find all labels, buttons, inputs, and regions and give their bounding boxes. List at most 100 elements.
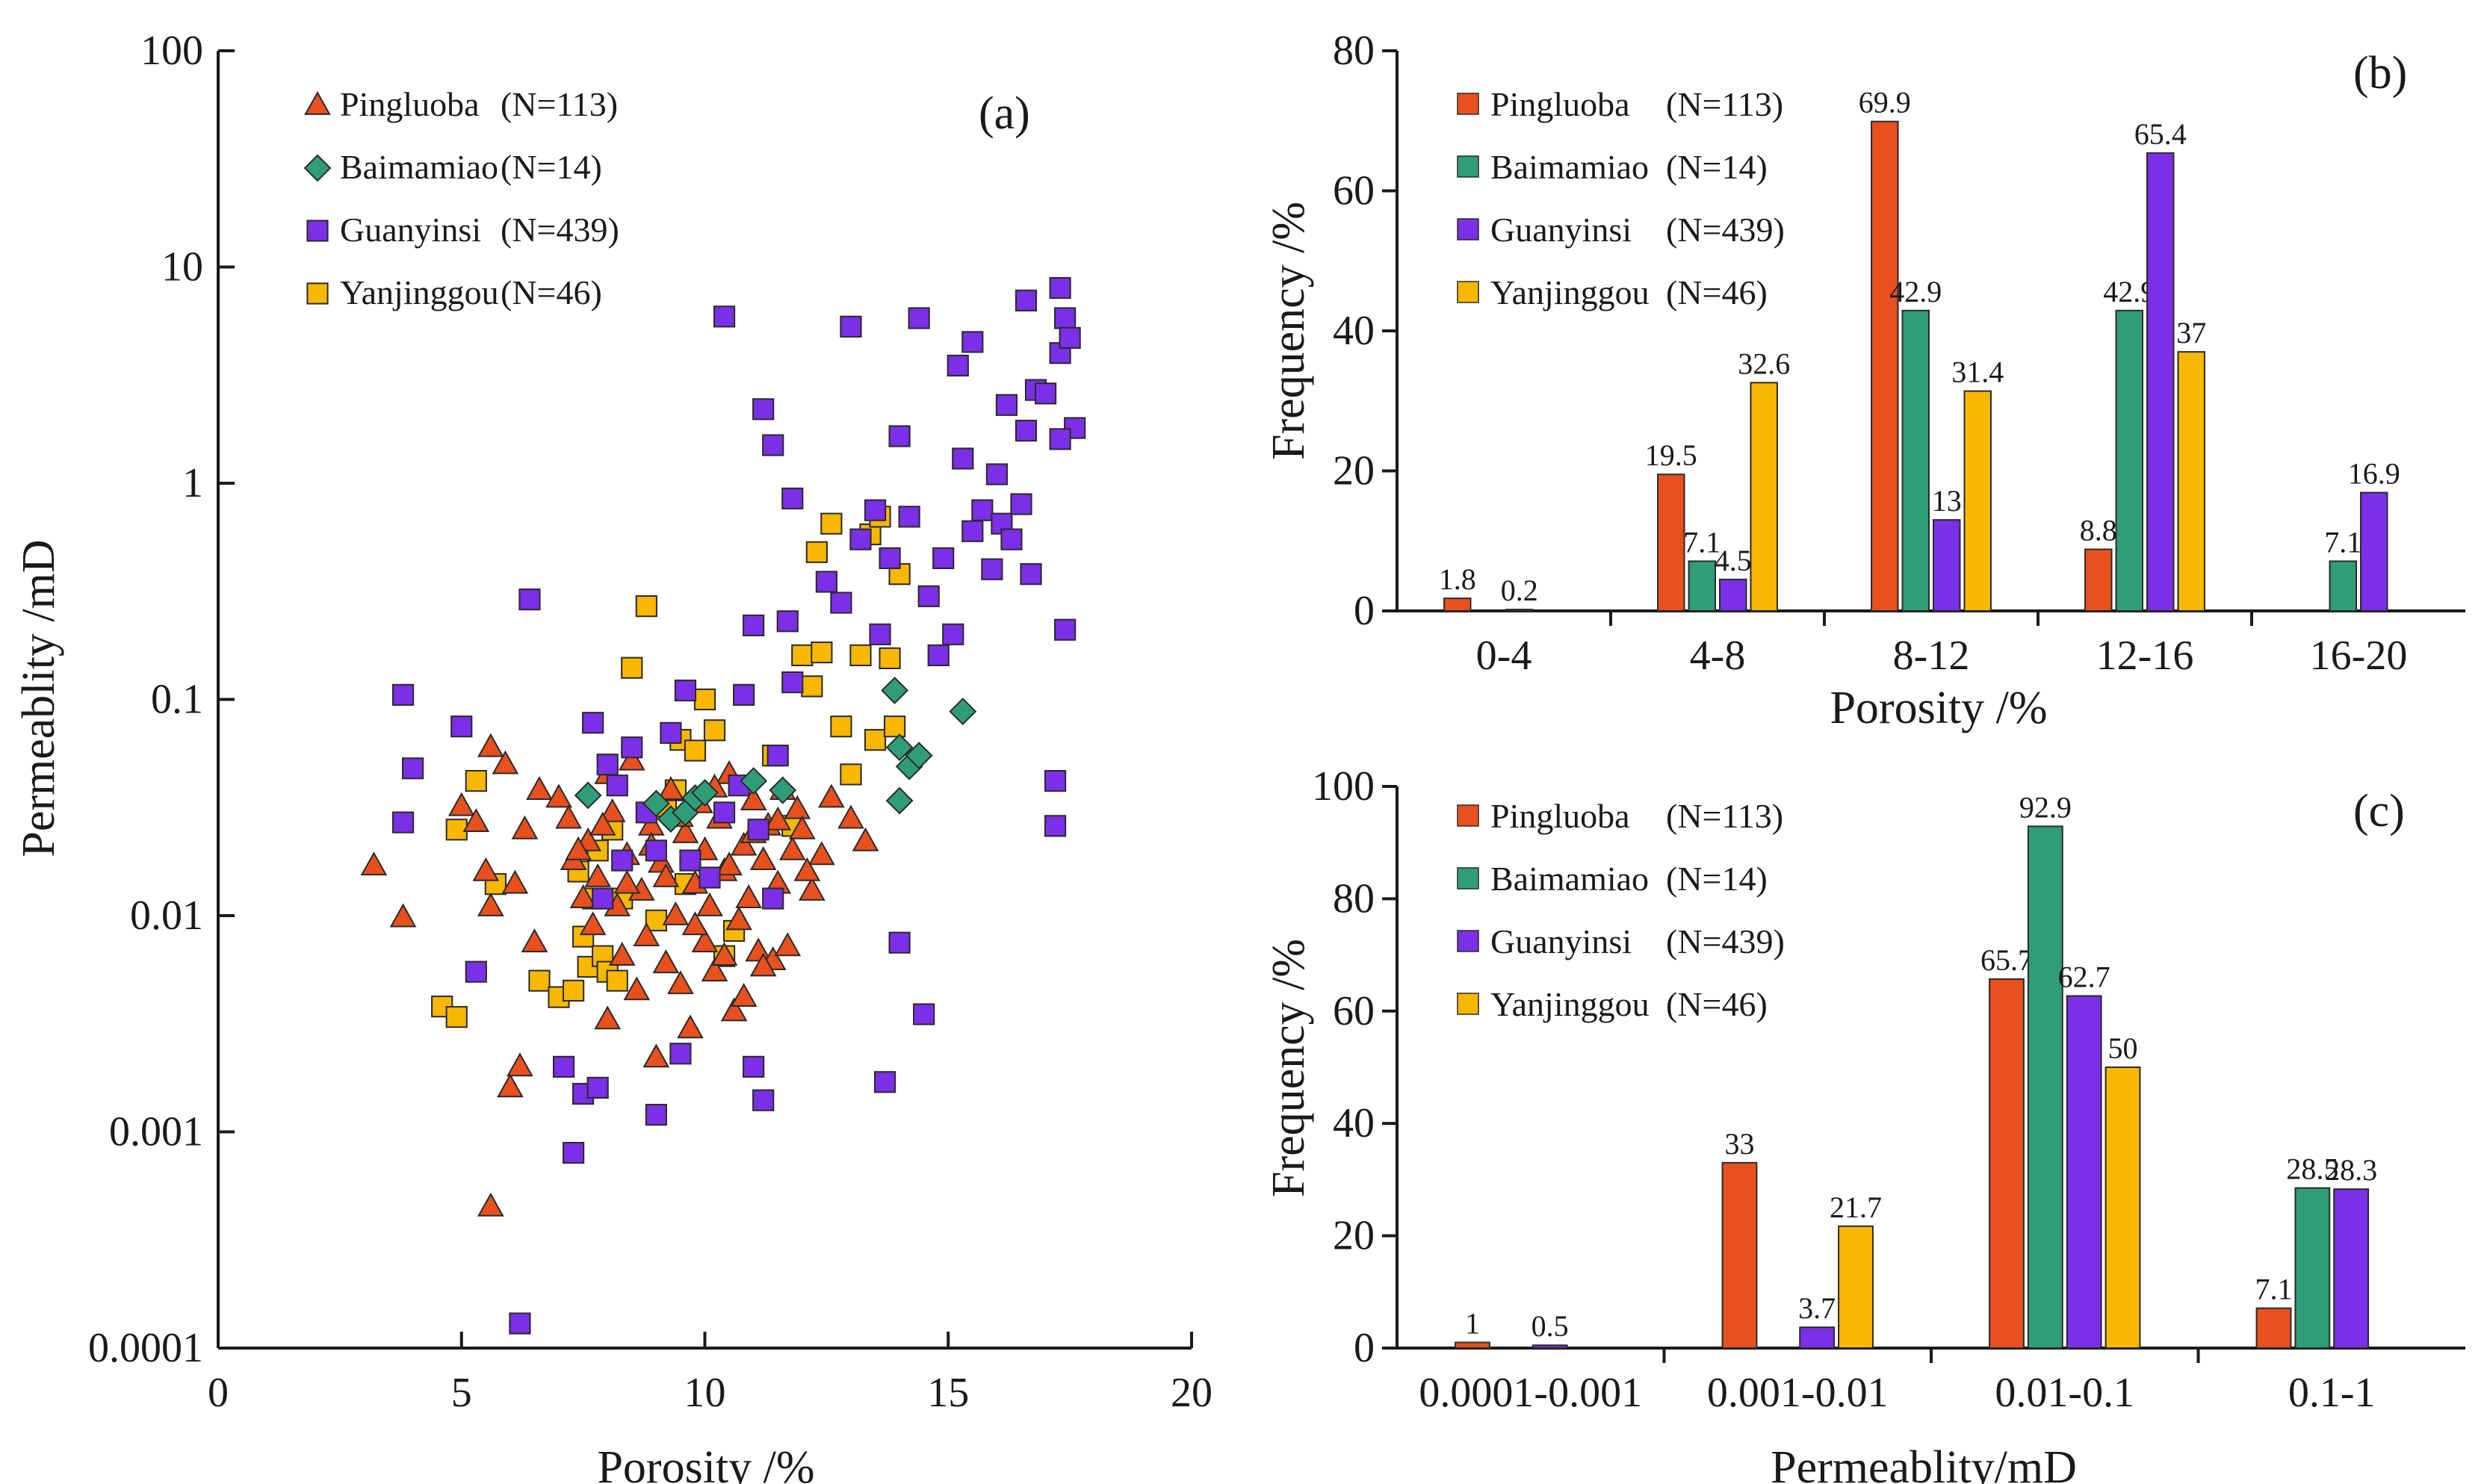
panel-a-legend-marker-guanyinsi <box>306 220 329 242</box>
panel-a-point-guanyinsi <box>849 528 872 550</box>
panel-c-y-title: Frequency /% <box>1263 939 1314 1197</box>
panel-a-point-pingluoba <box>720 997 748 1022</box>
panel-a-point-guanyinsi <box>1059 326 1081 350</box>
panel-c-legend-name-guanyinsi: Guanyinsi <box>1490 922 1632 960</box>
panel-a-y-tick-label: 0.001 <box>109 1109 203 1155</box>
panel-a-point-guanyinsi <box>1049 276 1071 299</box>
panel-a-point-yanjinggou <box>883 715 906 738</box>
panel-a-point-pingluoba <box>730 831 758 856</box>
panel-a-point-pingluoba <box>584 863 612 887</box>
panel-a-legend-name-guanyinsi: Guanyinsi <box>340 211 481 249</box>
panel-a-point-guanyinsi <box>752 1089 775 1111</box>
panel-a-point-baimamiao <box>881 677 908 704</box>
panel-a-point-pingluoba <box>623 976 651 1001</box>
panel-b-bar-value-label: 4.5 <box>1715 544 1752 577</box>
panel-a-point-pingluoba <box>598 798 626 822</box>
panel-b-bar-value-label: 31.4 <box>1951 356 2004 389</box>
panel-b-legend-count-yanjinggou: (N=46) <box>1666 273 1768 311</box>
panel-a-point-pingluoba <box>793 857 821 881</box>
panel-a-point-guanyinsi <box>1015 420 1038 442</box>
panel-a-x-tick-label: 5 <box>451 1370 472 1416</box>
panel-b-label: (b) <box>2353 48 2407 99</box>
panel-a-point-guanyinsi <box>1049 428 1071 450</box>
panel-a-point-guanyinsi <box>840 315 862 338</box>
panel-a-point-yanjinggou <box>830 715 852 738</box>
panel-c-legend-swatch-baimamiao <box>1457 867 1479 890</box>
panel-a-point-pingluoba <box>852 827 879 851</box>
panel-a-point-guanyinsi <box>888 931 911 954</box>
panel-a-point-pingluoba <box>613 869 641 894</box>
panel-a-point-pingluoba <box>725 906 752 931</box>
panel-c-bar-guanyinsi <box>1531 1344 1568 1349</box>
panel-a-x-tick-label: 10 <box>684 1370 726 1416</box>
panel-a-point-guanyinsi <box>596 754 619 776</box>
panel-a-point-guanyinsi <box>391 683 415 706</box>
panel-a-point-guanyinsi <box>781 671 804 694</box>
panel-a-y-tick-label: 0.01 <box>130 892 203 939</box>
panel-a-point-pingluoba <box>589 811 616 836</box>
panel-b-bar-guanyinsi <box>1933 519 1961 612</box>
panel-c-category-label: 0.01-0.1 <box>1995 1370 2134 1416</box>
panel-a-point-guanyinsi <box>747 819 769 841</box>
panel-a-point-guanyinsi <box>947 354 969 377</box>
panel-a-point-yanjinggou <box>805 541 828 563</box>
panel-c-y-tick-label: 20 <box>1333 1213 1375 1259</box>
panel-a-y-tick-label: 0.1 <box>151 677 203 723</box>
panel-b-bar-value-label: 8.8 <box>2080 514 2117 547</box>
panel-a-point-pingluoba <box>565 836 592 860</box>
panel-a-point-yanjinggou <box>879 647 901 669</box>
panel-b-bar-value-label: 13 <box>1932 484 1962 518</box>
panel-a-point-pingluoba <box>696 892 723 916</box>
panel-b-y-tick-label: 0 <box>1354 588 1375 634</box>
panel-c-bar: 0 20 40 60 80 100 0.0001-0.001 0.001-0.01 0.01-0… <box>1263 763 2465 1484</box>
panel-a-point-yanjinggou <box>445 1006 468 1028</box>
panel-c-bar-value-label: 50 <box>2108 1031 2138 1065</box>
panel-a-point-baimamiao <box>769 776 797 804</box>
panel-a-point-guanyinsi <box>879 547 901 569</box>
panel-c-legend-name-baimamiao: Baimamiao <box>1490 860 1649 898</box>
panel-a-y-tick-label: 1 <box>182 460 203 506</box>
panel-c-ticks: 0 20 40 60 80 100 0.0001-0.001 0.001-0.01 0.01-0… <box>1312 763 2376 1416</box>
panel-c-bar-pingluoba <box>1721 1161 1758 1349</box>
panel-a-points <box>360 276 1086 1335</box>
panel-a-point-guanyinsi <box>781 487 804 510</box>
panel-a-legend-name-yanjinggou: Yanjinggou <box>340 273 499 311</box>
panel-c-category-label: 0.001-0.01 <box>1707 1370 1889 1416</box>
panel-b-legend-name-guanyinsi: Guanyinsi <box>1490 211 1632 249</box>
panel-c-bar-pingluoba <box>1989 978 2025 1350</box>
panel-c-y-tick-label: 40 <box>1333 1100 1375 1146</box>
panel-a-legend-count-yanjinggou: (N=46) <box>501 273 602 311</box>
panel-c-label: (c) <box>2353 786 2405 836</box>
panel-c-bar-value-label: 21.7 <box>1830 1190 1882 1224</box>
panel-c-legend-count-baimamiao: (N=14) <box>1666 860 1768 898</box>
panel-b-bar-yanjinggou <box>1963 390 1992 612</box>
panel-b-bar-pingluoba <box>1871 120 1899 612</box>
panel-c-y-tick-label: 80 <box>1333 875 1375 922</box>
panel-a-point-guanyinsi <box>869 623 891 645</box>
panel-c-bar-guanyinsi <box>1799 1326 1836 1350</box>
panel-a-point-yanjinggou <box>528 969 551 992</box>
panel-a-point-guanyinsi <box>1054 307 1077 329</box>
panel-b-y-title: Frequency /% <box>1263 202 1314 460</box>
panel-a-point-pingluoba <box>749 952 777 977</box>
panel-a-point-pingluoba <box>511 815 539 839</box>
panel-a-point-guanyinsi <box>713 305 736 328</box>
panel-a-point-guanyinsi <box>762 887 784 910</box>
panel-a-point-pingluoba <box>730 983 758 1007</box>
panel-a-point-guanyinsi <box>562 1141 585 1164</box>
panel-a-point-guanyinsi <box>913 1003 935 1025</box>
panel-c-bar-value-label: 7.1 <box>2255 1273 2292 1306</box>
panel-b-y-tick-label: 60 <box>1333 168 1375 214</box>
panel-a-point-guanyinsi <box>864 499 887 521</box>
panel-c-bar-value-label: 0.5 <box>1531 1309 1569 1343</box>
panel-b-bar-pingluoba <box>1657 474 1685 612</box>
panel-a-legend-marker-yanjinggou <box>306 282 329 305</box>
panel-a-point-baimamiao <box>740 767 768 795</box>
panel-b-legend-count-guanyinsi: (N=439) <box>1666 211 1785 249</box>
panel-a-point-pingluoba <box>657 776 684 801</box>
panel-b-bar-value-label: 7.1 <box>1683 525 1721 559</box>
panel-a-point-pingluoba <box>667 970 694 995</box>
panel-c-legend-swatch-guanyinsi <box>1457 930 1479 952</box>
panel-b-legend-swatch-baimamiao <box>1457 155 1479 178</box>
panel-a-point-pingluoba <box>492 750 519 774</box>
